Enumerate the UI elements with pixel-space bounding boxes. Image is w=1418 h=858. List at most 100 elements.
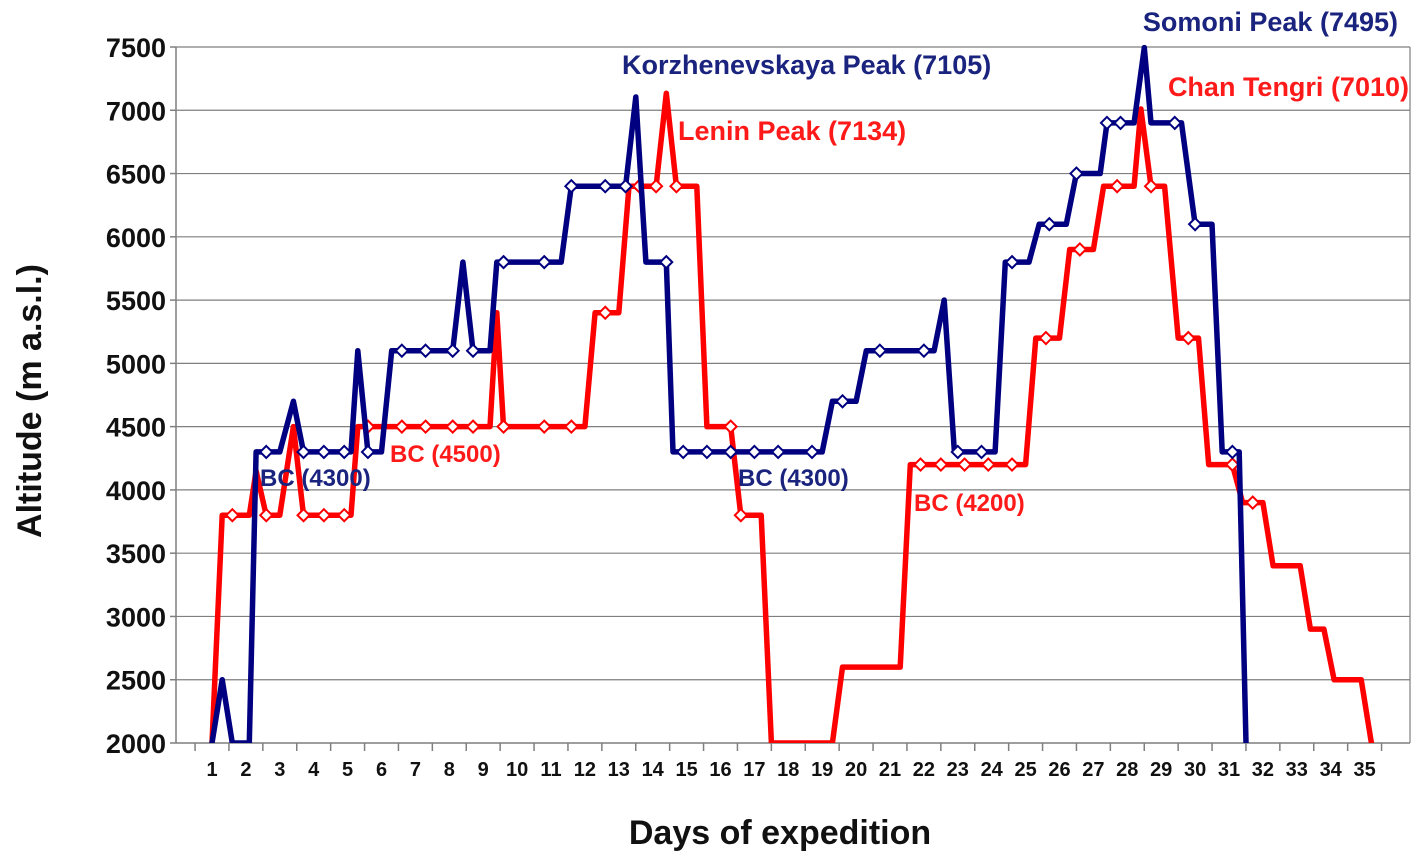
data-point-marker (1187, 216, 1203, 232)
data-point-marker (496, 419, 511, 435)
data-point-marker (316, 507, 332, 523)
data-point-marker (1038, 330, 1054, 346)
x-tick-label: 23 (947, 759, 969, 781)
data-point-marker (394, 343, 410, 359)
data-point-marker (360, 444, 376, 460)
x-tick-label: 25 (1014, 759, 1036, 781)
series-group (209, 90, 1375, 743)
data-point-marker (723, 419, 739, 435)
x-tick-label: 5 (342, 759, 353, 781)
data-point-marker (296, 444, 311, 460)
data-point-marker (597, 178, 613, 194)
x-tick-label: 21 (879, 759, 901, 781)
x-tick-label: 27 (1082, 759, 1104, 781)
annotation-bc-4300-second: BC (4300) (738, 465, 849, 492)
data-point-marker (597, 305, 613, 321)
data-point-marker (1180, 330, 1196, 346)
data-point-marker (1004, 254, 1020, 270)
data-point-marker (669, 178, 684, 194)
x-tick-label: 12 (574, 759, 596, 781)
data-point-marker (913, 457, 928, 473)
data-point-marker (974, 444, 989, 460)
y-tick-label: 6500 (106, 160, 166, 190)
x-tick-label: 31 (1218, 759, 1240, 781)
data-point-marker (835, 393, 850, 409)
data-point-marker (723, 444, 739, 460)
annotation-bc-4500: BC (4500) (390, 441, 501, 468)
data-point-marker (224, 507, 240, 523)
data-point-marker (1245, 495, 1261, 510)
data-point-marker (933, 457, 949, 473)
data-point-marker (1224, 444, 1240, 460)
data-point-marker (536, 419, 552, 435)
x-axis-label: Days of expedition (629, 814, 931, 852)
x-tick-label: 30 (1184, 759, 1206, 781)
x-tick-label: 3 (274, 759, 285, 781)
annotation-lenin-peak: Lenin Peak (7134) (678, 116, 906, 146)
data-point-marker (418, 343, 433, 359)
x-tick-label: 6 (376, 759, 387, 781)
data-point-marker (1072, 242, 1088, 257)
data-point-marker (496, 254, 511, 270)
x-tick-label: 29 (1150, 759, 1172, 781)
y-tick-label: 6000 (106, 223, 166, 253)
annotation-bc-4200: BC (4200) (914, 490, 1025, 517)
x-tick-label: 20 (845, 759, 867, 781)
data-point-marker (258, 507, 274, 523)
data-point-marker (445, 343, 461, 359)
y-tick-label: 5000 (106, 349, 166, 379)
x-tick-label: 24 (981, 759, 1004, 781)
x-tick-label: 32 (1252, 759, 1274, 781)
data-point-marker (1167, 115, 1183, 131)
data-point-marker (394, 419, 410, 435)
data-point-marker (746, 444, 762, 460)
annotation-korzhenevskaya-peak: Korzhenevskaya Peak (7105) (622, 50, 991, 80)
series-line (209, 44, 1249, 743)
x-tick-label: 2 (240, 759, 251, 781)
y-tick-labels: 2000 2500 3000 3500 4000 4500 5000 5500 6000 6500… (106, 33, 166, 759)
data-point-marker (418, 419, 433, 435)
x-tick-label: 18 (777, 759, 799, 781)
data-point-marker (733, 507, 749, 523)
data-point-marker (980, 457, 996, 473)
data-point-marker (770, 444, 786, 460)
data-point-marker (916, 343, 932, 359)
x-tick-label: 26 (1048, 759, 1070, 781)
y-tick-label: 4500 (106, 413, 166, 443)
data-point-marker (296, 507, 311, 523)
grid-lines (176, 46, 1410, 681)
x-tick-label: 10 (506, 759, 528, 781)
series-layer (209, 44, 1375, 743)
data-point-marker (1113, 115, 1128, 131)
x-tick-label: 19 (811, 759, 833, 781)
y-tick-label: 5500 (106, 286, 166, 316)
data-point-marker (1224, 457, 1240, 473)
data-point-marker (699, 444, 715, 460)
y-tick-label: 2500 (106, 666, 166, 696)
x-tick-label: 11 (540, 759, 561, 781)
y-tick-label: 2000 (106, 729, 166, 759)
x-tick-label: 4 (308, 759, 320, 781)
x-tick-label: 34 (1320, 759, 1343, 781)
y-tick-label: 3000 (106, 602, 166, 632)
data-point-marker (1004, 457, 1020, 473)
x-tick-label: 22 (913, 759, 935, 781)
data-point-marker (336, 507, 352, 523)
x-tick-label: 33 (1286, 759, 1308, 781)
data-point-marker (316, 444, 332, 460)
y-tick-label: 7500 (106, 33, 166, 63)
data-point-marker (950, 444, 966, 460)
x-tick-label: 14 (642, 759, 665, 781)
data-point-marker (536, 254, 552, 270)
data-point-marker (336, 444, 352, 460)
data-point-marker (648, 178, 664, 194)
data-point-marker (1109, 178, 1125, 194)
data-point-marker (465, 343, 481, 359)
x-tick-label: 13 (608, 759, 630, 781)
x-tick-labels: 1 2 3 4 5 6 7 8 9 10 11 12 13 14 15 16 17 18 19 20 21 22 23 24 2… (206, 759, 1375, 781)
data-point-marker (1143, 178, 1159, 194)
x-tick-label: 16 (709, 759, 731, 781)
x-tick-label: 15 (675, 759, 697, 781)
x-tick-label: 8 (444, 759, 455, 781)
data-point-marker (445, 419, 461, 435)
